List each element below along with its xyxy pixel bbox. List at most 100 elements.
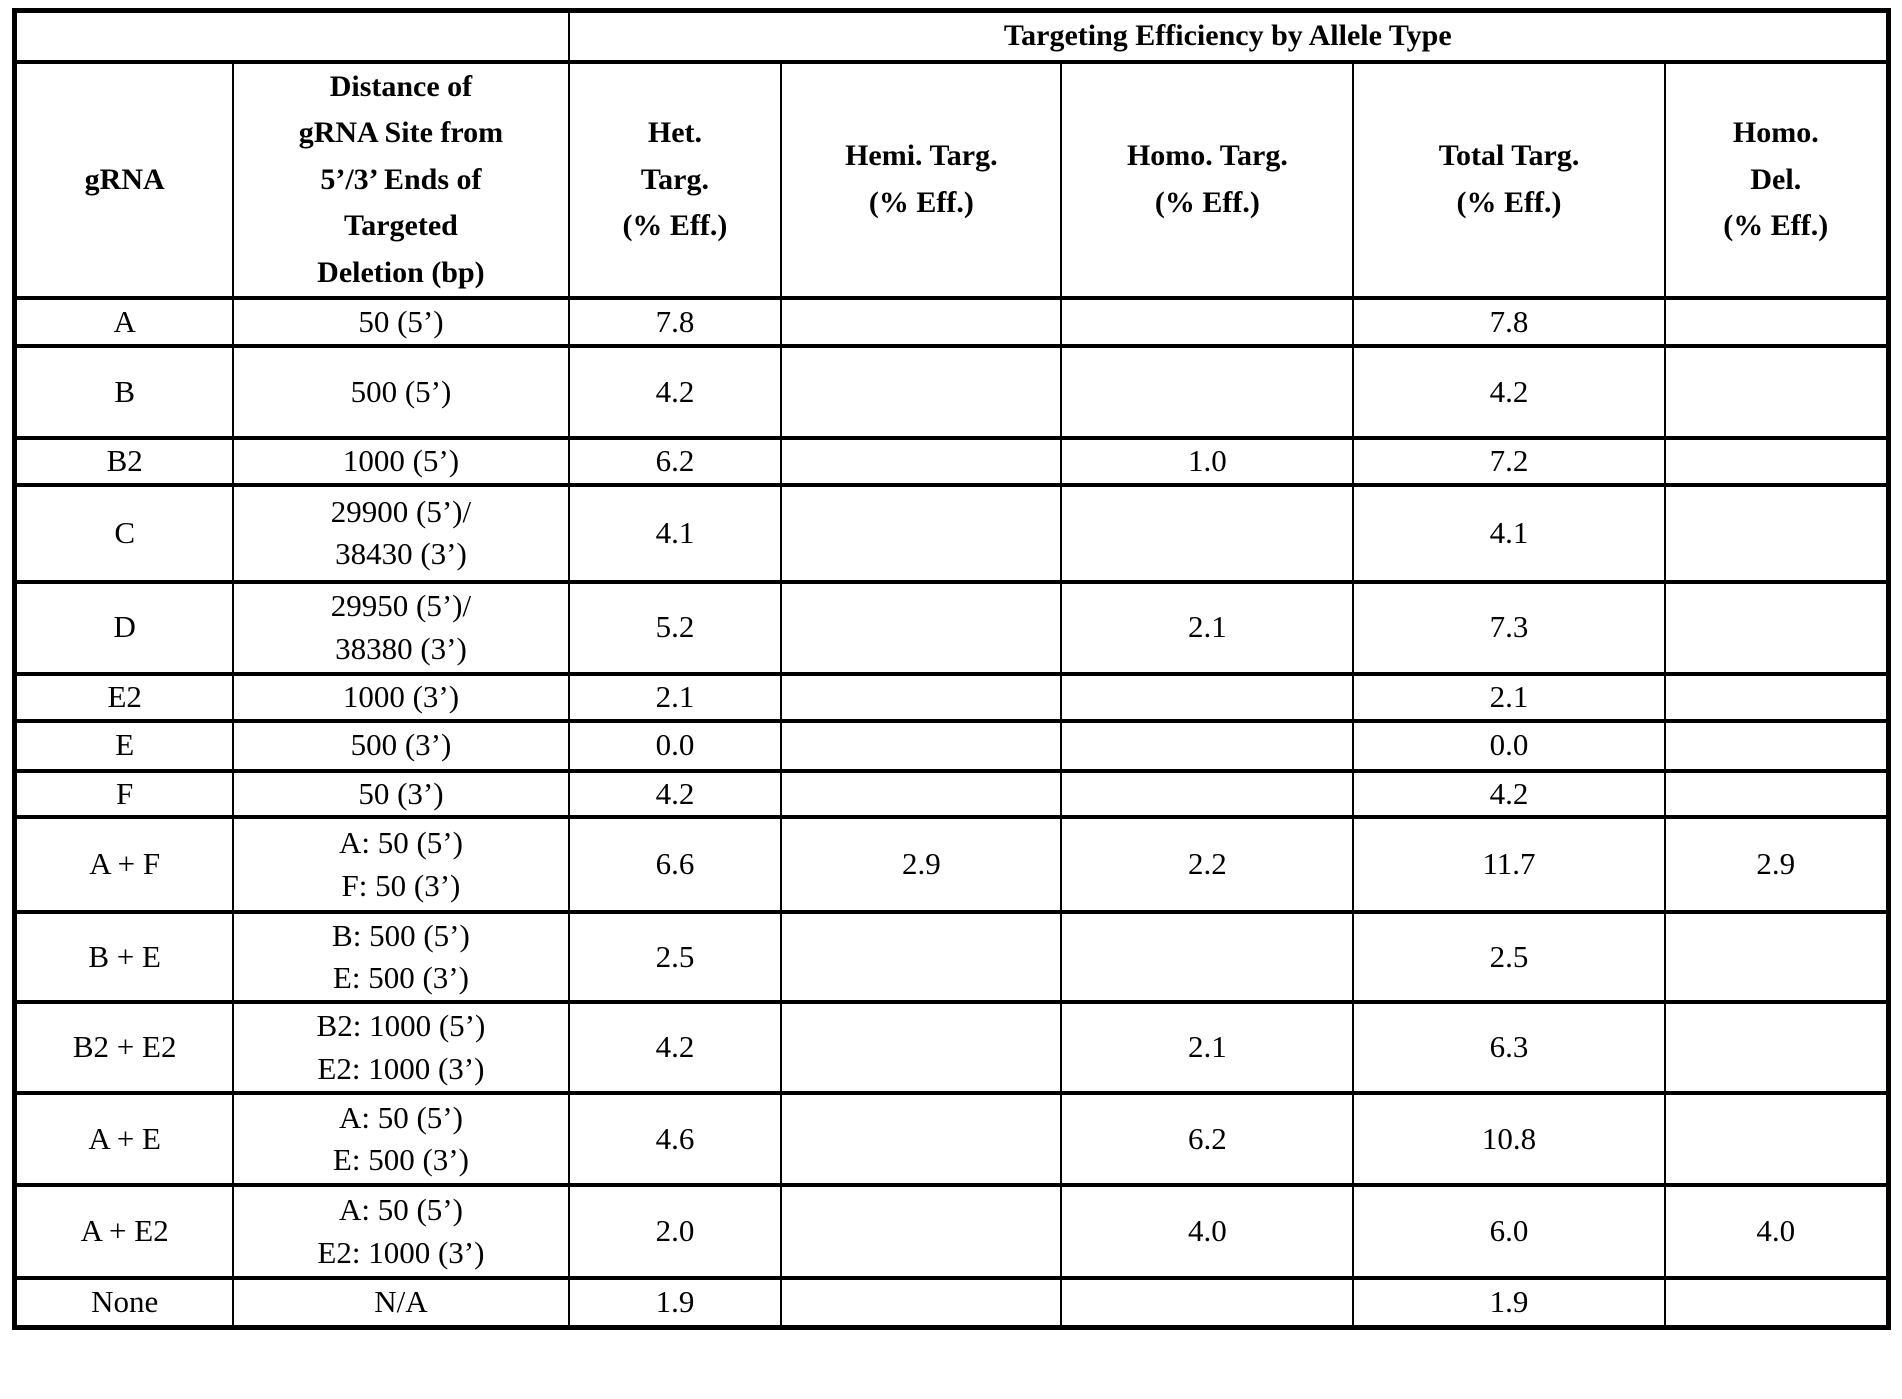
cell-total-targ: 7.8 [1352, 296, 1666, 348]
cell-hemi-targ [780, 910, 1063, 1005]
cell-het-targ: 0.0 [567, 718, 783, 773]
cell-het-targ: 6.6 [567, 815, 783, 915]
cell-homo-targ [1060, 718, 1355, 773]
cell-hemi-targ [780, 718, 1063, 773]
cell-hemi-targ [780, 296, 1063, 348]
cell-hemi-targ: 2.9 [780, 815, 1063, 915]
cell-homo-del [1663, 436, 1890, 487]
cell-hemi-targ [780, 1000, 1063, 1096]
cell-total-targ: 4.2 [1352, 344, 1666, 440]
col-header-hemi-targ: Hemi. Targ. (% Eff.) [780, 59, 1063, 300]
cell-homo-targ: 6.2 [1060, 1091, 1355, 1188]
cell-homo-del [1663, 910, 1890, 1005]
cell-homo-targ: 2.1 [1060, 1000, 1355, 1096]
cell-total-targ: 1.9 [1352, 1276, 1666, 1330]
cell-het-targ: 4.2 [567, 768, 783, 820]
table-row-e2: E2 1000 (3’) 2.1 2.1 [13, 671, 1890, 723]
cell-homo-del [1663, 1276, 1890, 1330]
cell-grna: B2 [13, 436, 235, 487]
cell-distance: 50 (3’) [232, 768, 570, 820]
cell-grna: A [13, 296, 235, 348]
col-header-het-targ: Het. Targ. (% Eff.) [567, 59, 783, 300]
cell-grna: B + E [13, 910, 235, 1005]
cell-grna: B2 + E2 [13, 1000, 235, 1096]
cell-total-targ: 2.1 [1352, 671, 1666, 723]
cell-total-targ: 11.7 [1352, 815, 1666, 915]
cell-homo-targ: 2.1 [1060, 579, 1355, 676]
cell-total-targ: 7.2 [1352, 436, 1666, 487]
cell-het-targ: 2.0 [567, 1183, 783, 1281]
cell-het-targ: 1.9 [567, 1276, 783, 1330]
cell-distance: 1000 (5’) [232, 436, 570, 487]
cell-homo-targ: 1.0 [1060, 436, 1355, 487]
cell-distance: 50 (5’) [232, 296, 570, 348]
cell-distance: 29900 (5’)/ 38430 (3’) [232, 482, 570, 584]
cell-grna: A + E [13, 1091, 235, 1188]
cell-grna: E2 [13, 671, 235, 723]
cell-homo-targ [1060, 482, 1355, 584]
cell-homo-del [1663, 768, 1890, 820]
cell-homo-targ: 4.0 [1060, 1183, 1355, 1281]
cell-hemi-targ [780, 344, 1063, 440]
cell-homo-del [1663, 671, 1890, 723]
cell-distance: 1000 (3’) [232, 671, 570, 723]
targeting-efficiency-table: Targeting Efficiency by Allele Type gRNA… [12, 8, 1891, 1330]
table-row-a-plus-f: A + F A: 50 (5’) F: 50 (3’) 6.6 2.9 2.2 … [13, 815, 1890, 915]
cell-homo-del [1663, 296, 1890, 348]
cell-grna: B [13, 344, 235, 440]
table-row-d: D 29950 (5’)/ 38380 (3’) 5.2 2.1 7.3 [13, 579, 1890, 676]
table-row-a-plus-e: A + E A: 50 (5’) E: 500 (3’) 4.6 6.2 10.… [13, 1091, 1890, 1188]
cell-het-targ: 4.2 [567, 344, 783, 440]
cell-het-targ: 6.2 [567, 436, 783, 487]
cell-distance: A: 50 (5’) E2: 1000 (3’) [232, 1183, 570, 1281]
cell-grna: None [13, 1276, 235, 1330]
cell-grna: C [13, 482, 235, 584]
cell-hemi-targ [780, 579, 1063, 676]
cell-grna: E [13, 718, 235, 773]
cell-total-targ: 6.3 [1352, 1000, 1666, 1096]
table-row-c: C 29900 (5’)/ 38430 (3’) 4.1 4.1 [13, 482, 1890, 584]
cell-distance: B2: 1000 (5’) E2: 1000 (3’) [232, 1000, 570, 1096]
cell-distance: N/A [232, 1276, 570, 1330]
cell-het-targ: 2.1 [567, 671, 783, 723]
cell-total-targ: 7.3 [1352, 579, 1666, 676]
cell-homo-targ: 2.2 [1060, 815, 1355, 915]
cell-total-targ: 6.0 [1352, 1183, 1666, 1281]
cell-homo-del [1663, 579, 1890, 676]
cell-het-targ: 4.6 [567, 1091, 783, 1188]
cell-homo-del [1663, 1000, 1890, 1096]
cell-hemi-targ [780, 482, 1063, 584]
cell-distance: A: 50 (5’) F: 50 (3’) [232, 815, 570, 915]
cell-grna: D [13, 579, 235, 676]
cell-distance: B: 500 (5’) E: 500 (3’) [232, 910, 570, 1005]
cell-homo-del: 2.9 [1663, 815, 1890, 915]
cell-total-targ: 4.2 [1352, 768, 1666, 820]
cell-grna: A + F [13, 815, 235, 915]
span-header-targeting-efficiency: Targeting Efficiency by Allele Type [567, 8, 1890, 64]
col-header-homo-del: Homo. Del. (% Eff.) [1663, 59, 1890, 300]
cell-homo-targ [1060, 296, 1355, 348]
cell-homo-del: 4.0 [1663, 1183, 1890, 1281]
table-row-b-plus-e: B + E B: 500 (5’) E: 500 (3’) 2.5 2.5 [13, 910, 1890, 1005]
cell-hemi-targ [780, 671, 1063, 723]
cell-hemi-targ [780, 436, 1063, 487]
cell-het-targ: 4.2 [567, 1000, 783, 1096]
cell-distance: 29950 (5’)/ 38380 (3’) [232, 579, 570, 676]
table-row-b2: B2 1000 (5’) 6.2 1.0 7.2 [13, 436, 1890, 487]
cell-homo-del [1663, 1091, 1890, 1188]
cell-total-targ: 2.5 [1352, 910, 1666, 1005]
col-header-homo-targ: Homo. Targ. (% Eff.) [1060, 59, 1355, 300]
cell-homo-del [1663, 482, 1890, 584]
cell-het-targ: 5.2 [567, 579, 783, 676]
cell-homo-targ [1060, 768, 1355, 820]
cell-total-targ: 4.1 [1352, 482, 1666, 584]
cell-het-targ: 2.5 [567, 910, 783, 1005]
table-row-span-header: Targeting Efficiency by Allele Type [13, 8, 1890, 64]
table-row-none: None N/A 1.9 1.9 [13, 1276, 1890, 1330]
cell-hemi-targ [780, 1091, 1063, 1188]
table-row-b2-plus-e2: B2 + E2 B2: 1000 (5’) E2: 1000 (3’) 4.2 … [13, 1000, 1890, 1096]
cell-homo-targ [1060, 344, 1355, 440]
empty-corner-cell [13, 8, 570, 64]
cell-distance: 500 (5’) [232, 344, 570, 440]
